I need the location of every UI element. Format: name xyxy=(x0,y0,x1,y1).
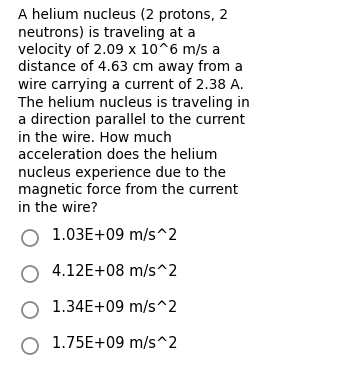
Text: wire carrying a current of 2.38 A.: wire carrying a current of 2.38 A. xyxy=(18,78,244,92)
Text: distance of 4.63 cm away from a: distance of 4.63 cm away from a xyxy=(18,61,243,74)
Text: neutrons) is traveling at a: neutrons) is traveling at a xyxy=(18,25,196,39)
Text: a direction parallel to the current: a direction parallel to the current xyxy=(18,113,245,127)
Text: 1.75E+09 m/s^2: 1.75E+09 m/s^2 xyxy=(52,336,177,351)
Text: acceleration does the helium: acceleration does the helium xyxy=(18,148,217,162)
Text: A helium nucleus (2 protons, 2: A helium nucleus (2 protons, 2 xyxy=(18,8,228,22)
Text: 4.12E+08 m/s^2: 4.12E+08 m/s^2 xyxy=(52,264,177,279)
Text: 1.03E+09 m/s^2: 1.03E+09 m/s^2 xyxy=(52,228,177,243)
Text: magnetic force from the current: magnetic force from the current xyxy=(18,183,238,197)
Text: 1.34E+09 m/s^2: 1.34E+09 m/s^2 xyxy=(52,300,177,315)
Text: velocity of 2.09 x 10^6 m/s a: velocity of 2.09 x 10^6 m/s a xyxy=(18,43,220,57)
Text: in the wire?: in the wire? xyxy=(18,200,98,215)
Text: nucleus experience due to the: nucleus experience due to the xyxy=(18,166,226,179)
Text: in the wire. How much: in the wire. How much xyxy=(18,130,172,144)
Text: The helium nucleus is traveling in: The helium nucleus is traveling in xyxy=(18,95,250,110)
